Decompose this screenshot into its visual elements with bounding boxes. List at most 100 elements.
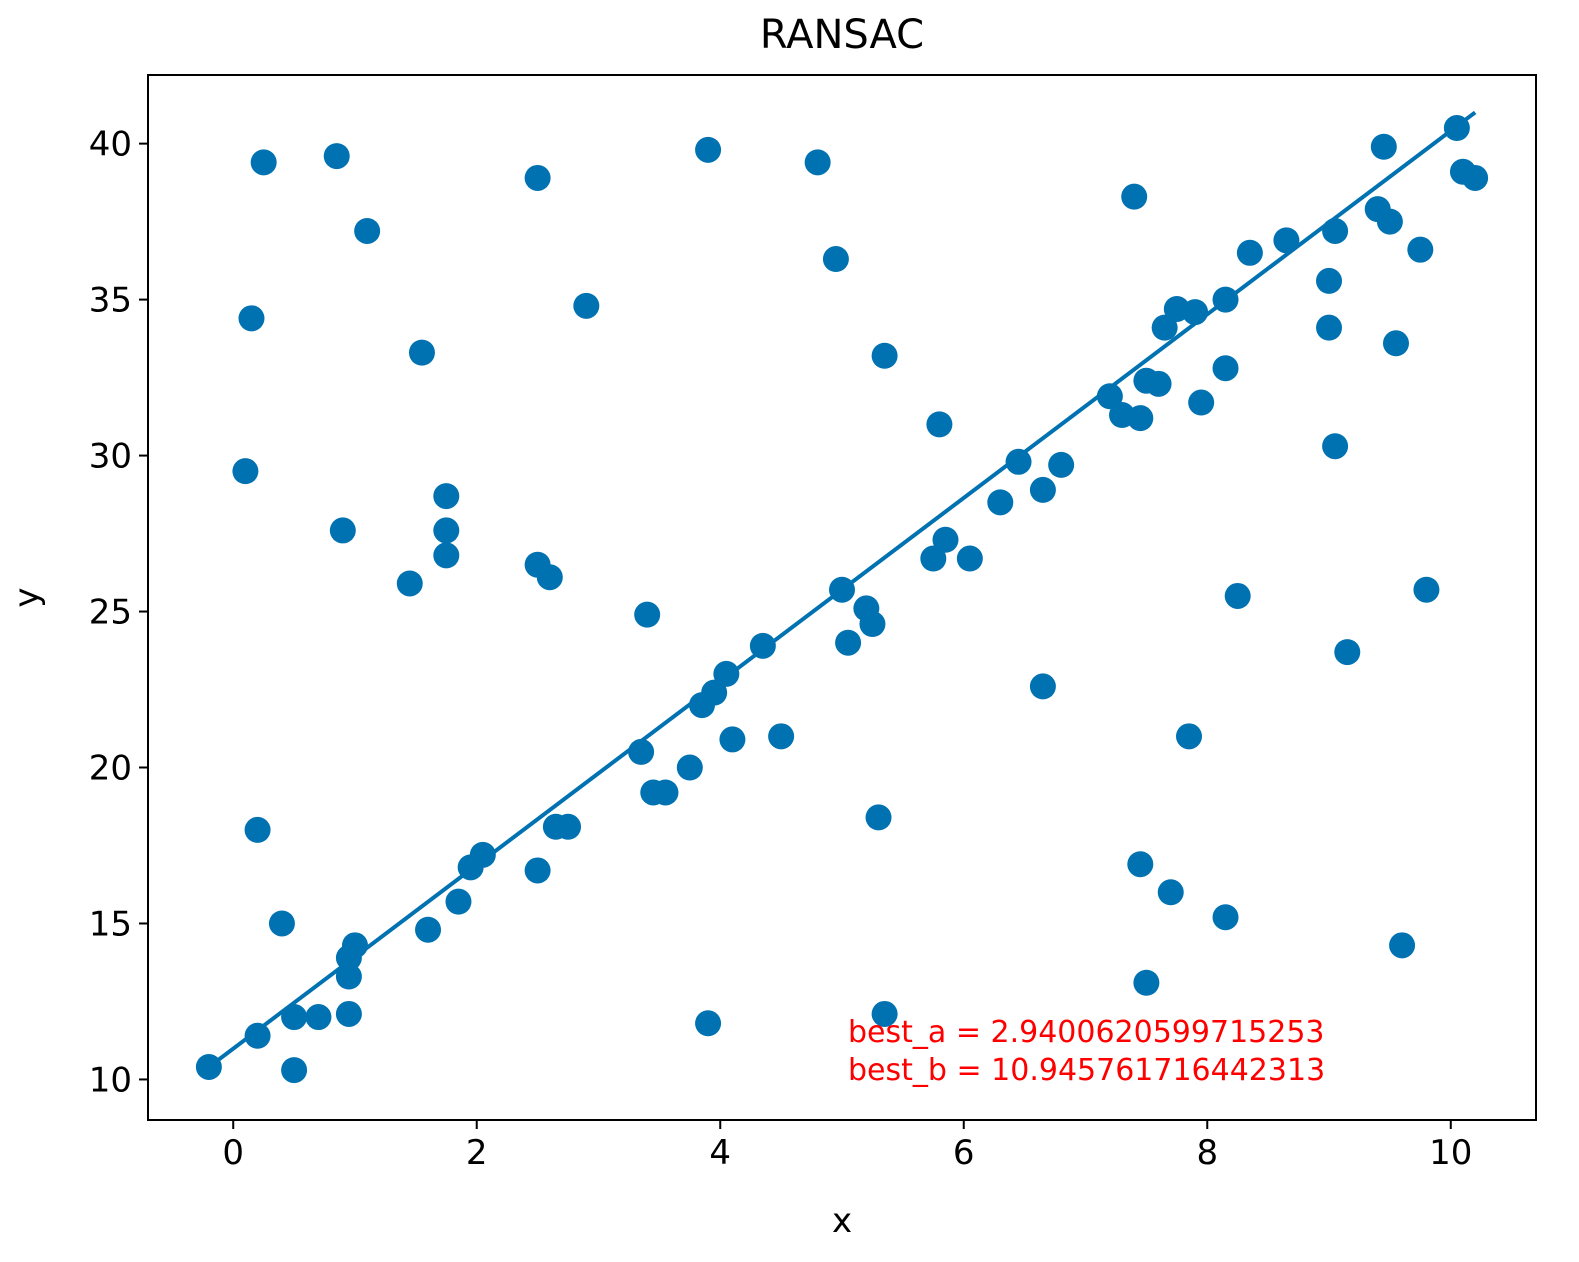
scatter-points — [195, 115, 1489, 1084]
data-point-25 — [719, 726, 746, 753]
data-point-5 — [335, 1000, 362, 1027]
data-point-3 — [281, 1004, 308, 1031]
annotation-best-a: best_a = 2.9400620599715253 — [848, 1015, 1325, 1050]
data-point-21 — [676, 754, 703, 781]
data-point-78 — [250, 149, 277, 176]
data-point-14 — [469, 841, 496, 868]
data-point-57 — [1316, 267, 1343, 294]
data-point-37 — [956, 545, 983, 572]
data-point-9 — [268, 910, 295, 937]
x-axis-ticks: 0 2 4 6 8 10 — [222, 1120, 1472, 1173]
data-point-66 — [1413, 576, 1440, 603]
x-tick-label: 0 — [222, 1133, 244, 1173]
fit-line — [207, 110, 1477, 1069]
data-point-17 — [555, 813, 582, 840]
data-point-83 — [329, 517, 356, 544]
data-point-47 — [1145, 370, 1172, 397]
x-tick-label: 4 — [709, 1133, 731, 1173]
x-tick-label: 8 — [1196, 1133, 1218, 1173]
data-point-35 — [920, 545, 947, 572]
data-point-72 — [1212, 904, 1239, 931]
data-point-42 — [1029, 673, 1056, 700]
data-point-89 — [524, 164, 551, 191]
data-point-23 — [701, 679, 728, 706]
plot-frame — [147, 74, 1537, 1121]
data-point-81 — [238, 305, 265, 332]
y-tick-label: 15 — [89, 904, 132, 944]
data-point-69 — [1462, 164, 1489, 191]
data-point-40 — [1029, 476, 1056, 503]
y-tick-label: 10 — [89, 1060, 132, 1100]
data-point-79 — [323, 143, 350, 170]
data-point-27 — [768, 723, 795, 750]
chart-title: RANSAC — [760, 12, 924, 58]
data-point-62 — [1376, 208, 1403, 235]
data-point-65 — [1407, 236, 1434, 263]
data-point-48 — [1151, 314, 1178, 341]
data-point-59 — [1322, 433, 1349, 460]
annotation-best-b: best_b = 10.945761716442313 — [848, 1053, 1325, 1088]
data-point-38 — [987, 489, 1014, 516]
data-point-28 — [695, 1010, 722, 1037]
y-tick-label: 40 — [89, 125, 132, 165]
data-point-92 — [573, 292, 600, 319]
data-point-77 — [1121, 183, 1148, 210]
data-point-94 — [695, 136, 722, 163]
data-point-71 — [1224, 582, 1251, 609]
data-point-11 — [415, 916, 442, 943]
data-point-84 — [408, 339, 435, 366]
x-axis-label: x — [832, 1201, 852, 1241]
data-point-96 — [822, 246, 849, 273]
data-point-55 — [1273, 227, 1300, 254]
data-point-53 — [1212, 355, 1239, 382]
data-point-98 — [926, 411, 953, 438]
x-tick-label: 6 — [953, 1133, 975, 1173]
y-axis-label: y — [7, 587, 47, 607]
data-point-58 — [1316, 314, 1343, 341]
data-point-34 — [871, 1000, 898, 1027]
data-point-30 — [835, 629, 862, 656]
data-point-45 — [1127, 405, 1154, 432]
data-point-10 — [244, 816, 271, 843]
data-point-73 — [1176, 723, 1202, 750]
data-point-4 — [305, 1004, 332, 1031]
data-point-51 — [1188, 389, 1215, 416]
data-point-1 — [244, 1022, 271, 1049]
data-point-56 — [1322, 217, 1349, 244]
data-point-63 — [1382, 330, 1409, 357]
data-point-64 — [1370, 133, 1397, 160]
data-point-2 — [281, 1057, 308, 1084]
data-point-87 — [433, 542, 460, 569]
data-point-93 — [634, 601, 661, 628]
y-tick-label: 35 — [89, 281, 132, 321]
y-tick-label: 20 — [89, 749, 132, 789]
y-tick-label: 25 — [89, 593, 132, 633]
data-point-95 — [804, 149, 831, 176]
data-point-54 — [1236, 239, 1263, 266]
data-point-67 — [1389, 932, 1416, 959]
data-point-88 — [396, 570, 423, 597]
y-tick-label: 30 — [89, 437, 132, 477]
data-point-80 — [354, 217, 381, 244]
data-point-32 — [859, 611, 886, 638]
data-point-6 — [335, 963, 362, 990]
x-tick-label: 2 — [466, 1133, 488, 1173]
data-point-85 — [433, 483, 460, 510]
x-tick-label: 10 — [1429, 1133, 1472, 1173]
data-point-86 — [433, 517, 460, 544]
data-point-82 — [232, 458, 259, 485]
data-point-12 — [445, 888, 472, 915]
data-point-97 — [871, 342, 898, 369]
data-point-91 — [536, 564, 563, 591]
data-point-43 — [1096, 383, 1123, 410]
data-point-60 — [1334, 639, 1361, 666]
data-point-36 — [932, 526, 959, 553]
data-point-41 — [1048, 451, 1075, 478]
data-point-75 — [1127, 851, 1154, 878]
data-point-33 — [865, 804, 892, 831]
data-point-76 — [1133, 969, 1160, 996]
data-point-39 — [1005, 448, 1032, 475]
y-axis-ticks: 10 15 20 25 30 35 40 — [89, 125, 148, 1100]
data-point-15 — [524, 857, 551, 884]
